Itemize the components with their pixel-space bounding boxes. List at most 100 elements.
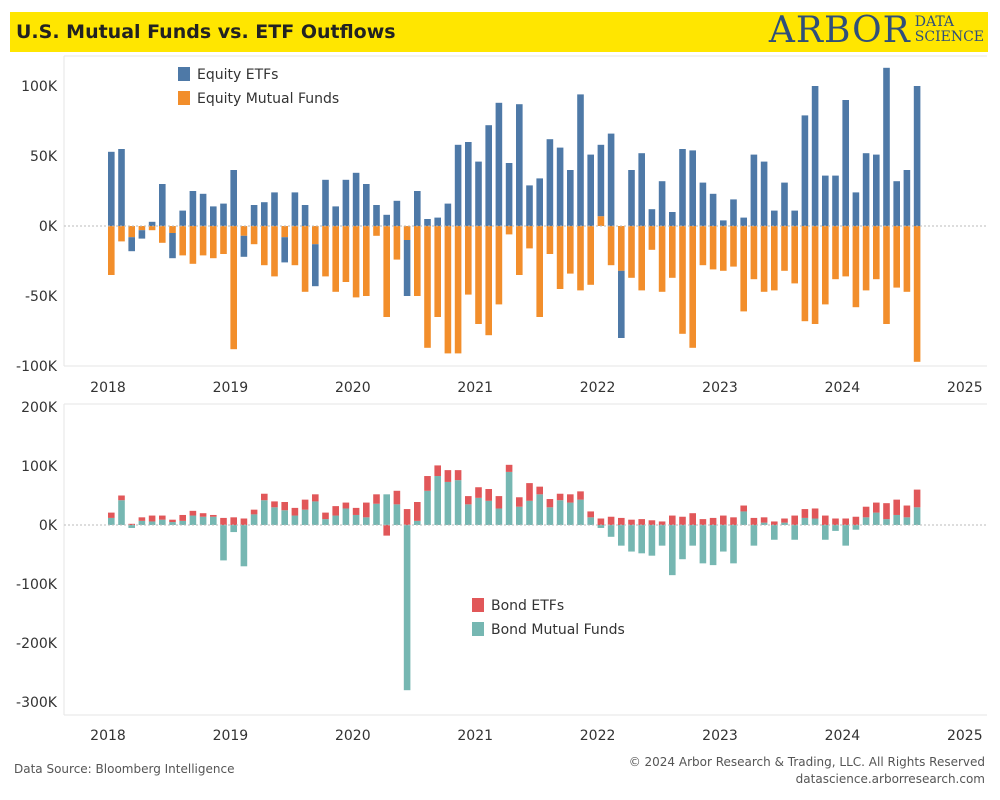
bond-bar-bond-mutual-funds	[179, 520, 186, 525]
bond-bar-bond-mutual-funds	[607, 525, 615, 537]
bond-bar-bond-etfs	[771, 521, 778, 525]
bond-bar-bond-etfs	[618, 517, 625, 525]
bond-bar-bond-mutual-funds	[852, 525, 860, 530]
bond-bar-bond-etfs	[373, 494, 380, 504]
bond-bar-bond-etfs	[444, 470, 452, 482]
equity-bar-equity-etfs	[699, 182, 707, 226]
equity-bar-equity-etfs	[567, 170, 574, 226]
equity-bar-equity-etfs	[791, 210, 798, 226]
bond-bar-bond-mutual-funds	[118, 500, 125, 525]
bond-bar-bond-mutual-funds	[312, 501, 319, 525]
bond-bar-bond-mutual-funds	[577, 499, 584, 525]
equity-bar-equity-etfs	[210, 206, 217, 226]
bond-bar-bond-mutual-funds	[301, 509, 309, 525]
bond-legend-swatch	[472, 622, 484, 636]
bond-bar-bond-mutual-funds	[730, 525, 737, 564]
equity-bar-equity-etfs	[108, 151, 115, 226]
equity-bar-equity-mutual-funds	[312, 226, 319, 245]
bond-bar-bond-mutual-funds	[822, 525, 829, 540]
bond-bar-bond-etfs	[169, 519, 176, 523]
bond-y-tick-label: 200K	[21, 400, 58, 416]
equity-bar-equity-mutual-funds	[801, 226, 809, 322]
equity-bar-equity-mutual-funds	[424, 226, 431, 348]
equity-bar-equity-mutual-funds	[383, 226, 390, 317]
bond-bar-bond-mutual-funds	[291, 515, 299, 525]
bond-bar-bond-mutual-funds	[352, 514, 360, 525]
bond-bar-bond-etfs	[322, 512, 329, 520]
equity-bar-equity-mutual-funds	[159, 226, 166, 243]
equity-bar-equity-mutual-funds	[832, 226, 839, 280]
equity-x-tick-label: 2024	[825, 380, 861, 396]
bond-bar-bond-mutual-funds	[434, 476, 441, 525]
equity-bar-equity-etfs	[577, 94, 584, 227]
equity-bar-equity-etfs	[312, 244, 319, 287]
equity-bar-equity-etfs	[913, 86, 921, 226]
bond-bar-bond-etfs	[475, 487, 482, 498]
equity-bar-equity-mutual-funds	[842, 226, 849, 277]
equity-legend-label: Equity ETFs	[197, 67, 278, 83]
equity-bar-equity-mutual-funds	[669, 226, 676, 278]
equity-bar-equity-mutual-funds	[454, 226, 462, 354]
bond-bar-bond-etfs	[505, 464, 513, 472]
equity-bar-equity-etfs	[373, 205, 380, 226]
bond-bar-bond-etfs	[842, 518, 849, 525]
equity-bar-equity-mutual-funds	[352, 226, 360, 298]
bond-bar-bond-mutual-funds	[740, 511, 747, 525]
bond-bar-bond-mutual-funds	[760, 522, 768, 525]
bond-bar-bond-mutual-funds	[618, 525, 625, 546]
bond-bar-bond-etfs	[271, 501, 278, 508]
bond-bar-bond-mutual-funds	[240, 525, 248, 567]
equity-bar-equity-etfs	[842, 100, 849, 226]
equity-bar-equity-etfs	[679, 149, 686, 226]
bond-bar-bond-mutual-funds	[485, 500, 492, 525]
equity-bar-equity-etfs	[332, 206, 339, 226]
bond-y-tick-label: -200K	[16, 636, 58, 652]
equity-bar-equity-etfs	[179, 210, 186, 226]
bond-bar-bond-mutual-funds	[526, 500, 533, 525]
equity-bar-equity-mutual-funds	[852, 226, 860, 308]
equity-bar-equity-etfs	[852, 192, 860, 226]
equity-bar-equity-mutual-funds	[750, 226, 758, 280]
bond-bar-bond-etfs	[281, 501, 288, 511]
equity-bar-equity-etfs	[505, 163, 513, 226]
equity-bar-equity-etfs	[271, 192, 278, 226]
equity-bar-equity-mutual-funds	[771, 226, 778, 291]
equity-bar-equity-etfs	[342, 179, 350, 226]
bond-bar-bond-etfs	[189, 510, 197, 516]
bond-bar-bond-mutual-funds	[658, 525, 666, 546]
equity-bar-equity-mutual-funds	[475, 226, 482, 324]
bond-bar-bond-etfs	[883, 503, 890, 520]
bond-bar-bond-etfs	[822, 515, 829, 525]
bond-x-tick-label: 2024	[825, 728, 861, 744]
equity-bar-equity-mutual-funds	[516, 226, 523, 275]
equity-legend-label: Equity Mutual Funds	[197, 91, 339, 107]
equity-bar-equity-mutual-funds	[271, 226, 278, 277]
equity-bar-equity-etfs	[240, 235, 248, 257]
bond-bar-bond-etfs	[403, 509, 411, 525]
equity-legend-swatch	[178, 67, 190, 81]
bond-bar-bond-mutual-funds	[393, 504, 401, 525]
bond-bar-bond-mutual-funds	[475, 497, 482, 525]
equity-bar-equity-mutual-funds	[638, 226, 645, 291]
equity-bar-equity-mutual-funds	[261, 226, 268, 266]
equity-bar-equity-etfs	[893, 181, 900, 226]
bond-bar-bond-etfs	[760, 517, 768, 523]
bond-bar-bond-etfs	[220, 517, 227, 525]
bond-bar-bond-etfs	[128, 523, 135, 525]
equity-bar-equity-etfs	[638, 153, 645, 226]
equity-bar-equity-mutual-funds	[220, 226, 227, 254]
bond-bar-bond-mutual-funds	[424, 490, 431, 525]
equity-bar-equity-mutual-funds	[291, 226, 299, 266]
equity-bar-equity-mutual-funds	[363, 226, 370, 296]
bond-bar-bond-mutual-funds	[679, 525, 686, 560]
bond-x-tick-label: 2021	[457, 728, 493, 744]
bond-bar-bond-etfs	[679, 516, 686, 525]
bond-bar-bond-mutual-funds	[791, 525, 798, 540]
bond-bar-bond-mutual-funds	[689, 525, 696, 546]
equity-bar-equity-etfs	[403, 240, 411, 296]
equity-bar-equity-etfs	[730, 199, 737, 226]
equity-bar-equity-etfs	[424, 219, 431, 226]
website-link[interactable]: datascience.arborresearch.com	[795, 772, 985, 786]
equity-bar-equity-etfs	[648, 209, 656, 226]
equity-x-tick-label: 2021	[457, 380, 493, 396]
